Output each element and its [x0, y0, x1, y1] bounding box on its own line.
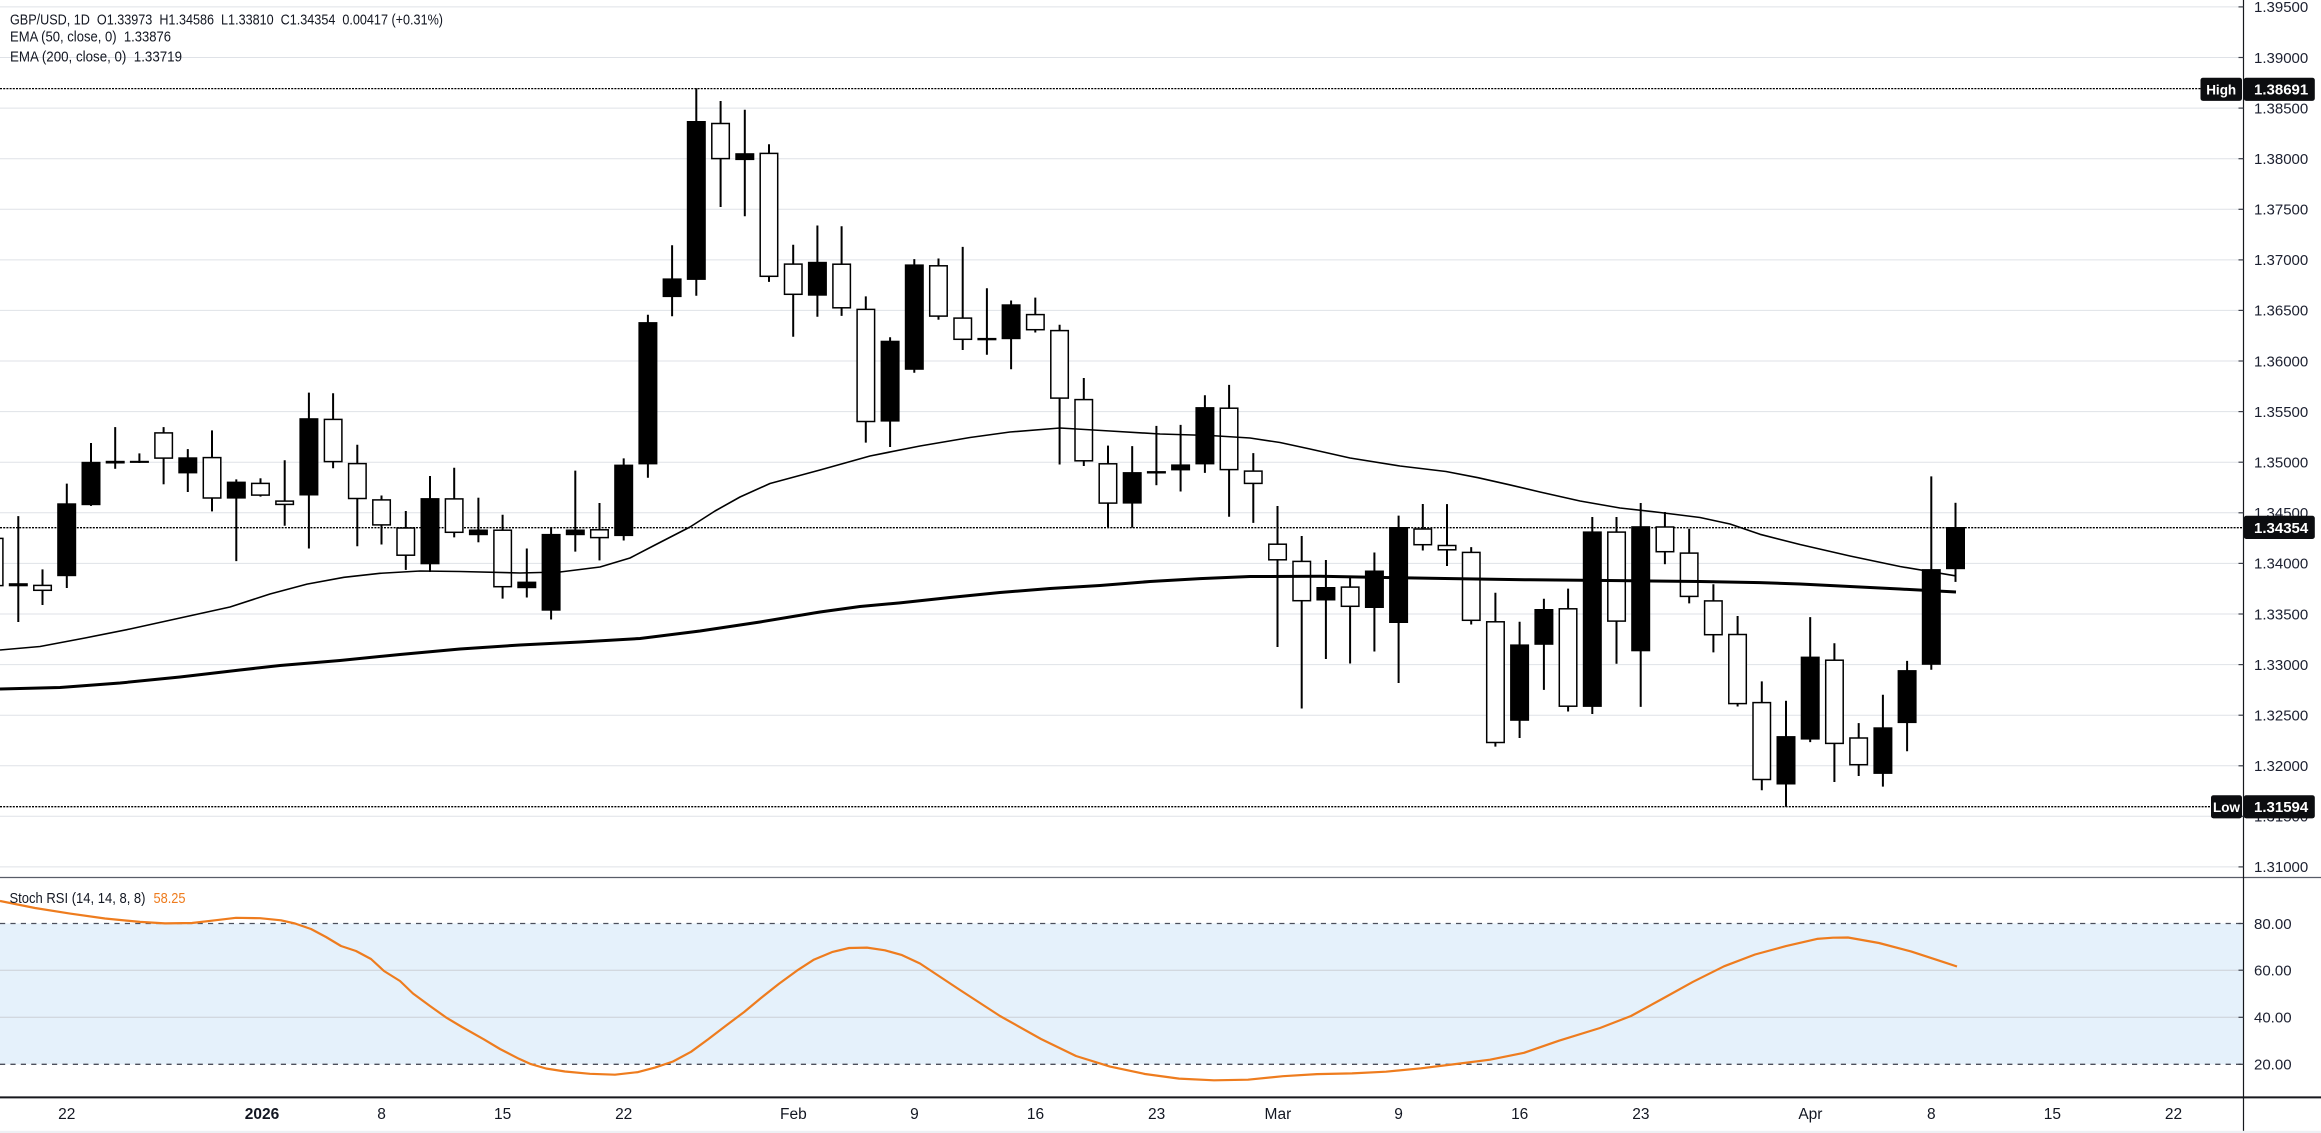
svg-text:High: High	[2206, 82, 2236, 97]
svg-text:Feb: Feb	[780, 1106, 807, 1123]
svg-text:Mar: Mar	[1265, 1106, 1292, 1123]
svg-text:16: 16	[1027, 1106, 1044, 1123]
svg-text:22: 22	[615, 1106, 632, 1123]
svg-text:Apr: Apr	[1798, 1106, 1822, 1123]
svg-text:2026: 2026	[245, 1106, 280, 1123]
svg-text:58.25: 58.25	[154, 890, 186, 907]
svg-text:20.00: 20.00	[2254, 1057, 2292, 1074]
svg-text:GBP/USD, 1D O1.33973 H1.3458: GBP/USD, 1D O1.33973 H1.34586 L1.33810 C…	[10, 12, 443, 29]
svg-text:1.35500: 1.35500	[2254, 404, 2308, 421]
svg-text:1.34354: 1.34354	[2254, 520, 2309, 537]
svg-text:1.31000: 1.31000	[2254, 859, 2308, 876]
svg-text:1.39000: 1.39000	[2254, 50, 2308, 67]
svg-text:1.31594: 1.31594	[2254, 799, 2309, 816]
svg-text:23: 23	[1148, 1106, 1165, 1123]
svg-text:1.39500: 1.39500	[2254, 0, 2308, 16]
svg-text:EMA (50, close, 0) 1.33876: EMA (50, close, 0) 1.33876	[10, 28, 171, 45]
svg-text:1.34000: 1.34000	[2254, 556, 2308, 573]
svg-text:40.00: 40.00	[2254, 1010, 2292, 1027]
svg-text:1.38691: 1.38691	[2254, 82, 2308, 99]
svg-text:Low: Low	[2213, 800, 2240, 815]
svg-text:1.37000: 1.37000	[2254, 252, 2308, 269]
svg-text:22: 22	[2165, 1106, 2182, 1123]
svg-text:15: 15	[2044, 1106, 2061, 1123]
svg-text:8: 8	[1927, 1106, 1936, 1123]
svg-text:16: 16	[1511, 1106, 1528, 1123]
svg-text:1.33000: 1.33000	[2254, 657, 2308, 674]
svg-text:9: 9	[1394, 1106, 1403, 1123]
svg-text:8: 8	[377, 1106, 386, 1123]
svg-text:9: 9	[910, 1106, 919, 1123]
svg-text:1.38500: 1.38500	[2254, 100, 2308, 117]
svg-text:80.00: 80.00	[2254, 916, 2292, 933]
svg-text:EMA (200, close, 0) 1.33719: EMA (200, close, 0) 1.33719	[10, 48, 182, 65]
svg-text:1.32000: 1.32000	[2254, 758, 2308, 775]
svg-text:60.00: 60.00	[2254, 963, 2292, 980]
svg-text:23: 23	[1632, 1106, 1649, 1123]
svg-text:1.36500: 1.36500	[2254, 303, 2308, 320]
svg-text:1.35000: 1.35000	[2254, 455, 2308, 472]
svg-text:1.37500: 1.37500	[2254, 202, 2308, 219]
svg-text:1.38000: 1.38000	[2254, 151, 2308, 168]
svg-text:15: 15	[494, 1106, 511, 1123]
svg-text:1.36000: 1.36000	[2254, 353, 2308, 370]
svg-text:Stoch RSI (14, 14, 8, 8): Stoch RSI (14, 14, 8, 8)	[10, 890, 146, 907]
svg-text:1.33500: 1.33500	[2254, 606, 2308, 623]
svg-text:1.32500: 1.32500	[2254, 708, 2308, 725]
svg-text:22: 22	[58, 1106, 75, 1123]
